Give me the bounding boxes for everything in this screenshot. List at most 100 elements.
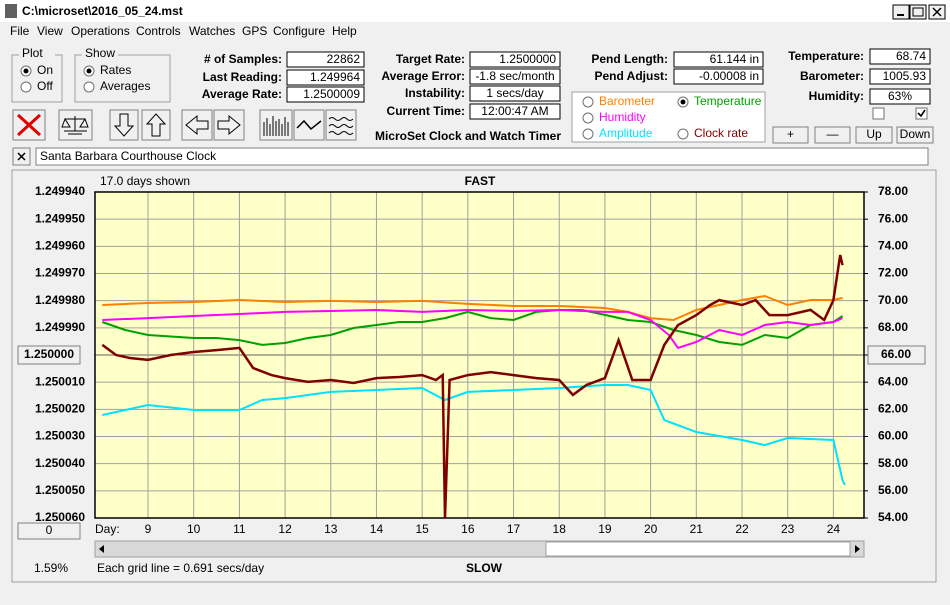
group-title: Plot [22,46,43,60]
series-line [102,384,846,486]
field-label: Pend Adjust: [594,69,668,83]
menu-item[interactable]: View [37,24,63,38]
legend-label[interactable]: Barometer [599,94,655,108]
checkbox[interactable] [872,107,885,120]
menu-item[interactable]: Help [332,24,357,38]
y2-tick-label: 68.00 [878,320,908,334]
window-controls[interactable] [892,4,946,20]
field-label: Humidity: [809,89,864,103]
legend-label[interactable]: Humidity [599,110,646,124]
legend-label[interactable]: Amplitude [599,126,653,140]
y-tick-label: 1.249980 [35,293,85,307]
right-button[interactable] [213,109,245,141]
scroll-reset-button[interactable] [17,522,81,540]
legend-label[interactable]: Temperature [694,94,762,108]
y-tick-label: 1.250040 [35,456,85,470]
field-label: Instability: [405,86,465,100]
radio-button[interactable] [582,128,594,140]
plot-frame [94,191,865,519]
title-bar [0,0,950,22]
radio-button[interactable] [20,81,32,93]
x-tick-label: 15 [415,522,429,536]
minimize-button[interactable] [892,4,910,20]
field-label: Temperature: [788,49,864,63]
menu-item[interactable]: Operations [71,24,130,38]
left-glyph [185,114,209,136]
x-tick-label: 13 [324,522,338,536]
scroll-thumb[interactable] [545,541,851,557]
y-tick-label: 1.249940 [35,184,85,198]
sensor-button-label[interactable]: Down [900,127,931,141]
x-tick-label: 16 [461,522,475,536]
stop-glyph [16,113,42,137]
maximize-button[interactable] [909,4,927,20]
sensor-button[interactable] [855,126,893,144]
x-tick-label: 17 [507,522,521,536]
sensor-button[interactable] [896,126,934,144]
field-box [286,69,365,86]
bars-glyph [263,116,289,136]
radio-button[interactable] [582,96,594,108]
menu-item[interactable]: GPS [242,24,267,38]
series-line [101,254,844,519]
field-value: 63% [888,89,912,103]
left-button[interactable] [181,109,213,141]
radio-button[interactable] [582,112,594,124]
checkbox[interactable] [915,107,928,120]
radio-label[interactable]: Averages [100,79,150,93]
status-percent: 1.59% [34,561,68,575]
menu-item[interactable]: Controls [136,24,181,38]
y2-tick-label: 72.00 [878,266,908,280]
field-value: -1.8 sec/month [475,69,554,83]
sensor-button[interactable] [772,126,809,144]
toolbar [12,109,357,141]
radio-label[interactable]: On [37,63,53,77]
radio-label[interactable]: Off [37,79,53,93]
field-value: 68.74 [896,49,926,63]
field-label: Barometer: [800,69,864,83]
menu-item[interactable]: File [10,24,30,38]
clock-name-box[interactable] [35,147,929,166]
radio-dot [86,68,92,74]
y2-tick-label: 70.00 [878,293,908,307]
y2-tick-label: 56.00 [878,483,908,497]
x-tick-label: 19 [598,522,612,536]
y-tick-label: 1.250020 [35,402,85,416]
up-button[interactable] [141,109,171,141]
line-button[interactable] [293,109,325,141]
legend-label[interactable]: Clock rate [694,126,748,140]
field-box [869,88,931,105]
sensor-button-label[interactable]: + [787,127,794,141]
series-line [101,309,844,346]
scroll-left-arrow[interactable] [99,545,104,553]
sensor-button[interactable] [814,126,851,144]
menu-item[interactable]: Watches [189,24,235,38]
radio-label[interactable]: Rates [100,63,131,77]
down-button[interactable] [109,109,139,141]
x-tick-label: 18 [553,522,567,536]
field-box [469,103,561,120]
y-tick-label: 1.250010 [35,374,85,388]
center-rate-button[interactable] [17,345,81,365]
y-tick-label: 1.249970 [35,266,85,280]
sensor-button-label[interactable]: — [827,127,839,141]
app-icon [5,4,17,18]
down-glyph [113,113,135,137]
group-title: Show [85,46,115,60]
field-box [286,86,365,103]
y-tick-label: 1.250030 [35,429,85,443]
x-tick-label: 10 [187,522,201,536]
y2-tick-label: 74.00 [878,239,908,253]
sensor-button-label[interactable]: Up [866,127,882,141]
bottom-label: SLOW [466,561,503,575]
scroll-right-arrow[interactable] [855,545,860,553]
center-temp-button[interactable] [867,345,926,365]
menu-item[interactable]: Configure [273,24,325,38]
x-tick-label: 11 [233,522,246,536]
x-tick-label: 23 [781,522,795,536]
clock-name: Santa Barbara Courthouse Clock [40,149,217,163]
chart-title: FAST [465,174,496,188]
x-tick-label: 22 [735,522,749,536]
radio-button[interactable] [677,128,689,140]
radio-button[interactable] [83,81,95,93]
